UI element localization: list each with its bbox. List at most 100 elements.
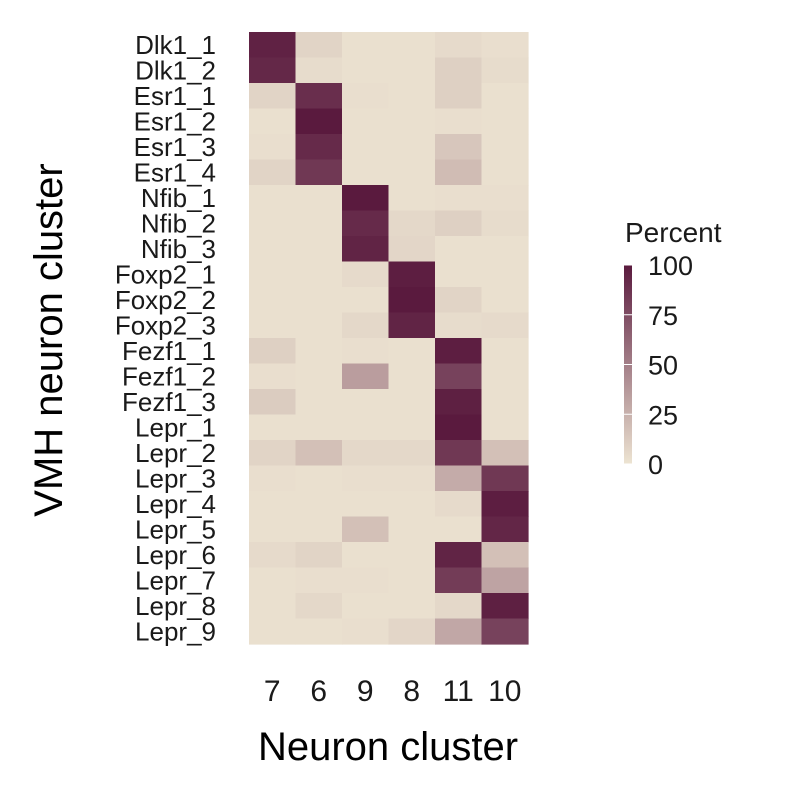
heatmap-cell-nfib-1-col-11	[435, 185, 483, 212]
heatmap-cell-foxp2-3-col-8	[388, 312, 436, 339]
heatmap-cell-lepr-4-col-8	[388, 491, 436, 518]
heatmap-cell-nfib-2-col-10	[481, 210, 529, 237]
heatmap-cell-lepr-2-col-8	[388, 440, 436, 467]
heatmap-cell-nfib-1-col-9	[342, 185, 390, 212]
heatmap-cell-foxp2-3-col-7	[249, 312, 297, 339]
heatmap-cell-fezf1-2-col-11	[435, 363, 483, 390]
heatmap-cell-fezf1-3-col-7	[249, 389, 297, 416]
heatmap-cell-esr1-1-col-8	[388, 83, 436, 110]
legend-tick-label-50: 50	[648, 351, 678, 381]
row-label-lepr-6: Lepr_6	[135, 540, 216, 570]
row-label-lepr-7: Lepr_7	[135, 565, 216, 595]
heatmap-cell-lepr-2-col-6	[295, 440, 343, 467]
row-label-lepr-9: Lepr_9	[135, 616, 216, 646]
legend-ticks: 100 75 50 25 0	[624, 251, 693, 480]
heatmap-cell-esr1-4-col-11	[435, 159, 483, 186]
heatmap-cells	[249, 32, 529, 645]
heatmap-cell-foxp2-1-col-8	[388, 261, 436, 288]
heatmap-cell-esr1-1-col-10	[481, 83, 529, 110]
row-label-esr1-1: Esr1_1	[134, 81, 216, 111]
heatmap-cell-fezf1-1-col-9	[342, 338, 390, 365]
heatmap-cell-foxp2-2-col-9	[342, 287, 390, 314]
heatmap-cell-lepr-7-col-10	[481, 567, 529, 594]
heatmap-cell-lepr-4-col-11	[435, 491, 483, 518]
heatmap-cell-esr1-2-col-7	[249, 108, 297, 135]
row-label-nfib-1: Nfib_1	[141, 183, 216, 213]
heatmap-cell-lepr-6-col-8	[388, 542, 436, 569]
heatmap-cell-nfib-3-col-10	[481, 236, 529, 263]
heatmap-cell-lepr-4-col-6	[295, 491, 343, 518]
heatmap-cell-lepr-2-col-9	[342, 440, 390, 467]
heatmap-cell-lepr-5-col-8	[388, 516, 436, 543]
heatmap-cell-nfib-3-col-7	[249, 236, 297, 263]
heatmap-cell-esr1-2-col-9	[342, 108, 390, 135]
heatmap-cell-lepr-8-col-7	[249, 593, 297, 620]
heatmap-cell-foxp2-2-col-10	[481, 287, 529, 314]
heatmap-cell-nfib-2-col-11	[435, 210, 483, 237]
legend-title: Percent	[625, 217, 722, 248]
heatmap-cell-lepr-5-col-7	[249, 516, 297, 543]
x-axis-title: Neuron cluster	[258, 725, 518, 769]
heatmap-cell-foxp2-1-col-11	[435, 261, 483, 288]
heatmap-cell-dlk1-1-col-8	[388, 32, 436, 59]
heatmap-cell-lepr-8-col-9	[342, 593, 390, 620]
row-label-nfib-2: Nfib_2	[141, 208, 216, 238]
heatmap-cell-lepr-7-col-6	[295, 567, 343, 594]
heatmap-cell-lepr-3-col-8	[388, 465, 436, 492]
heatmap-cell-nfib-2-col-8	[388, 210, 436, 237]
heatmap-cell-dlk1-2-col-9	[342, 57, 390, 84]
heatmap-cell-lepr-7-col-11	[435, 567, 483, 594]
heatmap-cell-dlk1-2-col-11	[435, 57, 483, 84]
heatmap-cell-fezf1-2-col-6	[295, 363, 343, 390]
heatmap-cell-nfib-3-col-6	[295, 236, 343, 263]
heatmap-cell-lepr-8-col-10	[481, 593, 529, 620]
legend-tick-label-75: 75	[648, 301, 678, 331]
heatmap-cell-nfib-3-col-11	[435, 236, 483, 263]
column-label-10: 10	[488, 675, 521, 708]
heatmap-cell-fezf1-3-col-6	[295, 389, 343, 416]
heatmap-cell-dlk1-2-col-7	[249, 57, 297, 84]
heatmap-cell-foxp2-1-col-9	[342, 261, 390, 288]
row-label-lepr-8: Lepr_8	[135, 591, 216, 621]
heatmap-cell-nfib-1-col-10	[481, 185, 529, 212]
heatmap-cell-lepr-9-col-8	[388, 618, 436, 645]
heatmap-cell-fezf1-3-col-11	[435, 389, 483, 416]
heatmap-cell-nfib-3-col-9	[342, 236, 390, 263]
heatmap-cell-foxp2-1-col-7	[249, 261, 297, 288]
column-labels: 7 6 9 8 11 10	[264, 675, 522, 708]
heatmap-cell-nfib-2-col-6	[295, 210, 343, 237]
heatmap-cell-lepr-6-col-11	[435, 542, 483, 569]
heatmap-cell-foxp2-1-col-10	[481, 261, 529, 288]
heatmap-cell-lepr-9-col-6	[295, 618, 343, 645]
heatmap-cell-esr1-3-col-10	[481, 134, 529, 161]
heatmap-cell-fezf1-1-col-7	[249, 338, 297, 365]
heatmap-cell-lepr-9-col-10	[481, 618, 529, 645]
column-label-6: 6	[310, 675, 327, 708]
row-label-lepr-3: Lepr_3	[135, 463, 216, 493]
heatmap-cell-lepr-6-col-7	[249, 542, 297, 569]
row-label-lepr-1: Lepr_1	[135, 412, 216, 442]
heatmap-cell-nfib-1-col-8	[388, 185, 436, 212]
heatmap-cell-fezf1-2-col-8	[388, 363, 436, 390]
heatmap-cell-lepr-8-col-11	[435, 593, 483, 620]
heatmap-cell-lepr-9-col-7	[249, 618, 297, 645]
heatmap-cell-nfib-3-col-8	[388, 236, 436, 263]
legend-tick-label-0: 0	[648, 450, 663, 480]
heatmap-cell-esr1-3-col-7	[249, 134, 297, 161]
heatmap-cell-foxp2-3-col-10	[481, 312, 529, 339]
heatmap-cell-lepr-4-col-9	[342, 491, 390, 518]
heatmap-cell-dlk1-1-col-9	[342, 32, 390, 59]
heatmap-cell-dlk1-1-col-7	[249, 32, 297, 59]
y-axis-title: VMH neuron cluster	[27, 163, 71, 516]
heatmap-cell-esr1-4-col-7	[249, 159, 297, 186]
heatmap-cell-lepr-5-col-6	[295, 516, 343, 543]
heatmap-cell-lepr-8-col-6	[295, 593, 343, 620]
heatmap-cell-lepr-3-col-11	[435, 465, 483, 492]
color-legend: Percent 100 75 50 25 0	[624, 217, 722, 480]
heatmap-cell-esr1-3-col-9	[342, 134, 390, 161]
heatmap-cell-fezf1-2-col-9	[342, 363, 390, 390]
row-label-foxp2-3: Foxp2_3	[115, 310, 216, 340]
heatmap-cell-fezf1-1-col-6	[295, 338, 343, 365]
heatmap-cell-fezf1-2-col-10	[481, 363, 529, 390]
